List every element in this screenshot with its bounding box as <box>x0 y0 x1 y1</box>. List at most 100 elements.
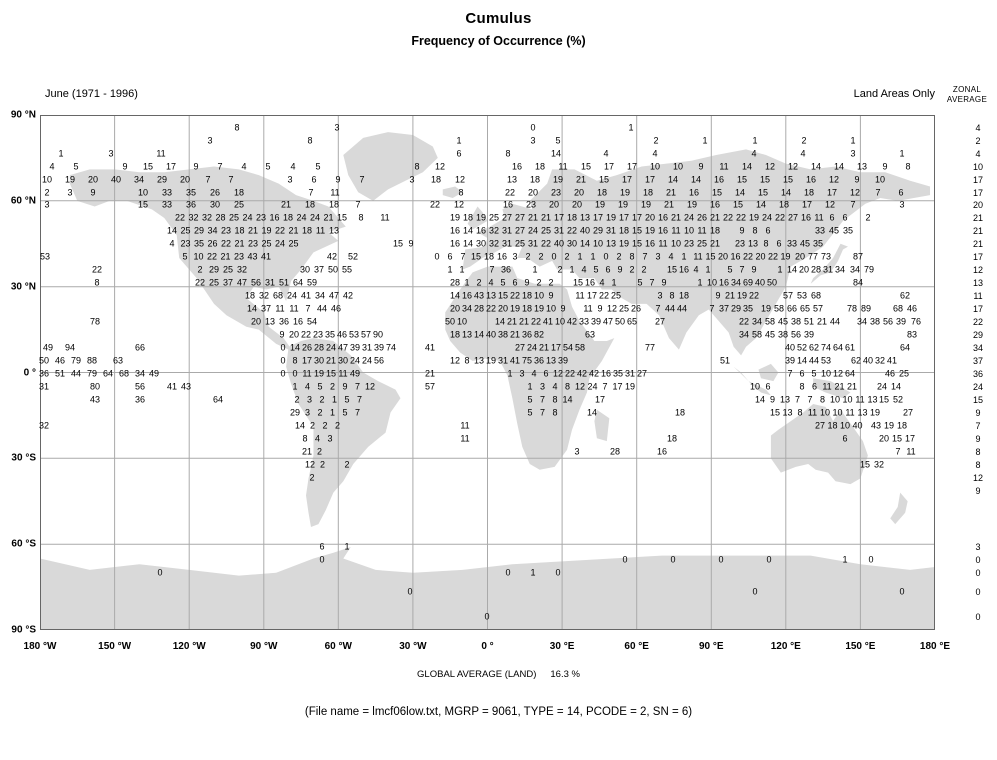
grid-value: 4 <box>169 238 175 249</box>
grid-value: 64 <box>102 368 114 379</box>
grid-value: 17 <box>801 199 813 210</box>
grid-value: 3 <box>409 174 415 185</box>
grid-value: 18 <box>566 212 578 223</box>
grid-value: 41 <box>166 381 178 392</box>
grid-value: 68 <box>272 290 284 301</box>
grid-value: 16 <box>713 174 725 185</box>
grid-value: 22 <box>485 303 497 314</box>
grid-value: 45 <box>764 329 776 340</box>
grid-value: 7 <box>875 187 881 198</box>
grid-value: 22 <box>504 187 516 198</box>
grid-value: 28 <box>609 446 621 457</box>
grid-value: 9 <box>882 161 888 172</box>
grid-value: 36 <box>278 316 290 327</box>
grid-value: 10 <box>839 420 851 431</box>
grid-value: 14 <box>562 394 573 405</box>
grid-value: 54 <box>306 316 318 327</box>
grid-value: 12 <box>454 174 466 185</box>
grid-value: 40 <box>485 329 497 340</box>
grid-value: 23 <box>247 238 259 249</box>
grid-value: 14 <box>754 394 766 405</box>
grid-value: 2 <box>525 251 531 262</box>
grid-value: 17 <box>826 187 838 198</box>
grid-value: 17 <box>621 174 633 185</box>
grid-value: 18 <box>678 290 690 301</box>
grid-value: 5 <box>342 407 348 418</box>
grid-value: 11 <box>575 290 585 301</box>
grid-value: 15 <box>666 264 678 275</box>
grid-value: 19 <box>640 199 652 210</box>
grid-value: 57 <box>812 303 824 314</box>
grid-value: 10 <box>749 381 761 392</box>
grid-value: 64 <box>292 277 304 288</box>
grid-value: 27 <box>514 212 526 223</box>
grid-value: 15 <box>769 407 781 418</box>
grid-value: 42 <box>588 368 600 379</box>
grid-value: 49 <box>148 368 160 379</box>
grid-value: 14 <box>246 303 258 314</box>
grid-value: 20 <box>573 187 585 198</box>
grid-value: 7 <box>359 174 365 185</box>
grid-value: 43 <box>247 251 258 262</box>
grid-value: 11 <box>671 225 681 236</box>
grid-value: 30 <box>209 199 221 210</box>
grid-value: 14 <box>810 161 822 172</box>
grid-value: 16 <box>600 368 612 379</box>
grid-value: 17 <box>618 212 630 223</box>
grid-value: 11 <box>338 368 348 379</box>
grid-value: 20 <box>548 199 560 210</box>
lat-axis-label: 60 °N <box>10 195 36 207</box>
grid-value: 19 <box>619 187 631 198</box>
grid-value: 25 <box>898 368 910 379</box>
grid-value: 14 <box>579 238 591 249</box>
grid-value: 3 <box>304 407 311 418</box>
grid-value: 22 <box>206 251 218 262</box>
grid-value: 0 <box>603 251 609 262</box>
grid-value: 5 <box>593 264 599 275</box>
grid-value: 8 <box>799 381 805 392</box>
grid-value: 63 <box>584 329 596 340</box>
grid-value: 13 <box>506 174 518 185</box>
grid-value: 4 <box>314 433 321 444</box>
grid-value: 2 <box>197 264 203 275</box>
grid-value: 14 <box>741 161 753 172</box>
grid-value: 19 <box>736 290 748 301</box>
grid-value: 6 <box>799 368 805 379</box>
lon-axis-label: 60 °E <box>624 641 649 652</box>
grid-value: 7 <box>649 277 655 288</box>
grid-value: 7 <box>539 407 546 418</box>
grid-value: 14 <box>890 381 902 392</box>
grid-value: 17 <box>631 212 643 223</box>
grid-value: 8 <box>358 212 364 223</box>
grid-value: 25 <box>228 212 240 223</box>
grid-value: 34 <box>207 225 218 236</box>
grid-value: 2 <box>801 135 807 146</box>
grid-value: 2 <box>865 212 871 223</box>
grid-value: 16 <box>475 225 487 236</box>
grid-value: 10 <box>41 174 53 185</box>
grid-value: 2 <box>564 251 570 262</box>
grid-value: 10 <box>829 394 841 405</box>
grid-value: 21 <box>846 381 858 392</box>
grid-value: 3 <box>657 290 663 301</box>
grid-value: 45 <box>799 238 811 249</box>
grid-value: 40 <box>862 355 874 366</box>
grid-value: 16 <box>730 251 741 262</box>
grid-value: 9 <box>661 277 667 288</box>
grid-value: 17 <box>612 381 623 392</box>
grid-value: 5 <box>637 277 643 288</box>
grid-value: 24 <box>296 212 307 223</box>
grid-value: 17 <box>550 342 562 353</box>
grid-value: 11 <box>583 303 593 314</box>
grid-value: 31 <box>497 355 509 366</box>
grid-value: 3 <box>519 368 525 379</box>
grid-value: 16 <box>644 238 656 249</box>
grid-value: 39 <box>373 342 385 353</box>
grid-value: 39 <box>803 329 815 340</box>
grid-value: 3 <box>539 381 546 392</box>
grid-value: 22 <box>742 251 754 262</box>
grid-value: 23 <box>180 238 191 249</box>
grid-value: 11 <box>558 161 568 172</box>
grid-value: 25 <box>488 212 500 223</box>
grid-value: 0 <box>434 251 440 262</box>
